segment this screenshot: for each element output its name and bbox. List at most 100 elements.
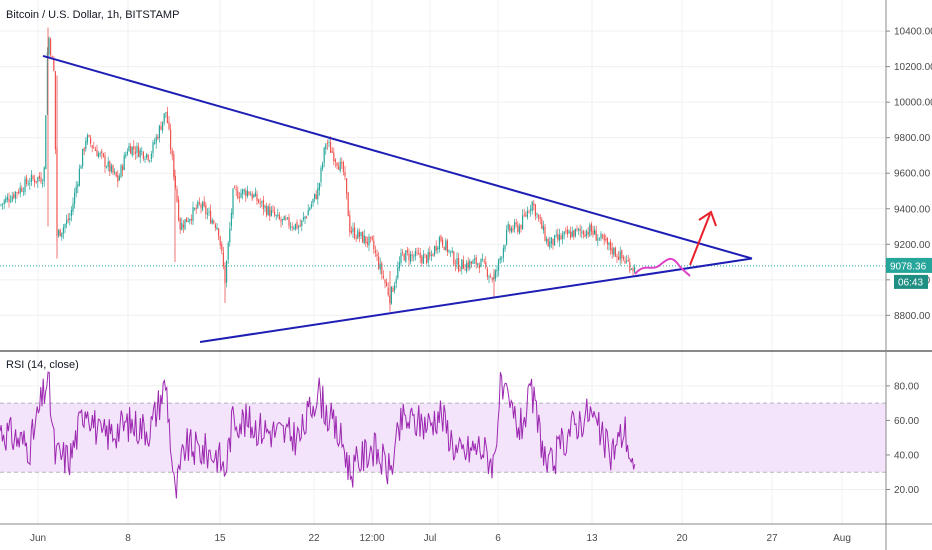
candle-body [427, 252, 429, 263]
trendlines[interactable] [42, 54, 753, 343]
candle-body [114, 171, 116, 173]
candle-body [502, 248, 504, 258]
candle-body [579, 229, 581, 232]
candle-body [0, 204, 2, 206]
candle-body [342, 162, 344, 172]
candle-body [480, 258, 482, 268]
candle-body [296, 222, 298, 229]
time-axis[interactable]: Jun 8 15 22 12:00 Jul 6 13 20 27 Aug [30, 533, 851, 544]
candle-body [186, 217, 188, 223]
candle-body [363, 235, 365, 244]
candle-body [187, 221, 189, 222]
time-tick-label: Aug [833, 533, 851, 544]
breakout-arrow-head[interactable] [698, 210, 717, 227]
candle-body [378, 256, 380, 269]
candle-body [98, 153, 100, 158]
candle-body [286, 217, 288, 219]
candle-body [611, 248, 613, 254]
candle-body [214, 224, 216, 228]
candle-body [72, 203, 74, 212]
candle-body [410, 253, 412, 263]
candle-body [53, 58, 55, 71]
candle-body [501, 257, 503, 259]
candle-body [578, 228, 580, 231]
candle-body [240, 192, 242, 198]
candle-body [317, 188, 319, 200]
rsi-axis[interactable]: 80.00 60.00 40.00 20.00 [886, 381, 919, 496]
trendline[interactable] [199, 257, 753, 343]
breakout-arrow-shaft[interactable] [689, 213, 711, 266]
candle-body [272, 210, 274, 211]
candle-body [573, 230, 575, 237]
projection-curve[interactable] [634, 257, 691, 277]
time-tick-label: 12:00 [359, 533, 384, 544]
candle-body [138, 146, 140, 157]
candle-body [595, 231, 597, 241]
candle-body [326, 143, 328, 145]
trendline[interactable] [42, 54, 753, 260]
candle-body [453, 251, 455, 265]
candles [0, 27, 636, 312]
candle-body [302, 217, 304, 220]
candle-body [168, 121, 170, 129]
candle-body [181, 222, 183, 230]
candle-body [227, 243, 229, 260]
candle-body [309, 208, 311, 211]
candle-body [322, 162, 324, 169]
candle-body [475, 257, 477, 265]
candle-body [262, 199, 264, 210]
candle-body [387, 287, 389, 296]
candle-body [323, 147, 325, 163]
candle-body [470, 261, 472, 264]
candle-body [22, 191, 24, 193]
candle-body [133, 146, 135, 150]
last-price-value: 9078.36 [890, 261, 927, 272]
candle-body [173, 154, 175, 177]
candle-body [315, 194, 317, 200]
candle-body [112, 165, 114, 173]
candle-body [381, 263, 383, 275]
candle-body [197, 201, 199, 208]
candle-body [370, 236, 372, 238]
candle-body [402, 251, 404, 253]
candle-body [59, 229, 61, 237]
candle-body [200, 204, 202, 208]
candle-body [235, 189, 237, 191]
candle-body [14, 191, 16, 199]
price-pane[interactable] [0, 0, 886, 350]
candle-body [602, 235, 604, 237]
candle-body [491, 277, 493, 280]
candle-body [99, 152, 101, 154]
candle-body [86, 135, 88, 143]
candle-body [222, 252, 224, 266]
candle-body [421, 256, 423, 263]
candle-body [45, 115, 47, 170]
candle-body [398, 262, 400, 269]
candle-body [242, 189, 244, 195]
candle-body [510, 228, 512, 232]
candle-body [232, 188, 234, 215]
candle-body [218, 228, 220, 237]
candle-body [259, 202, 261, 204]
candle-body [581, 231, 583, 233]
price-tick-label: 10000.00 [894, 98, 932, 109]
candle-body [78, 168, 80, 186]
candle-body [397, 267, 399, 279]
candle-body [528, 211, 530, 213]
candle-body [477, 263, 479, 265]
candle-body [408, 253, 410, 261]
price-axis[interactable]: 10600.00 10400.00 10200.00 10000.00 9800.00 9… [886, 0, 932, 322]
candle-body [318, 183, 320, 190]
candle-body [205, 205, 207, 214]
candle-body [298, 226, 300, 228]
candle-body [546, 238, 548, 242]
candle-body [365, 236, 367, 243]
candle-body [331, 151, 333, 153]
candle-body [467, 261, 469, 268]
candle-body [21, 188, 23, 192]
candle-body [19, 187, 21, 194]
price-tick-label: 9400.00 [894, 204, 931, 215]
rsi-tick-label: 40.00 [894, 450, 919, 461]
candle-body [358, 232, 360, 238]
candle-body [624, 260, 626, 263]
